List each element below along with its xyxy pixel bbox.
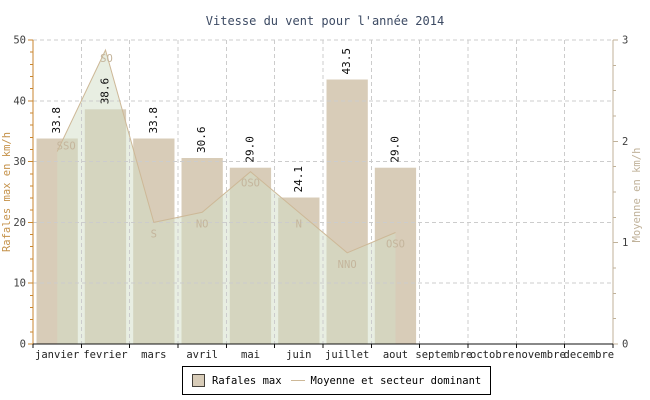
month-label-juillet: juillet <box>325 349 369 361</box>
direction-label: OSO <box>241 178 260 190</box>
direction-label: S <box>151 228 157 240</box>
month-label-decembre: decembre <box>564 349 615 361</box>
legend-label-rafales: Rafales max <box>212 374 282 387</box>
month-label-octobre: octobre <box>470 349 514 361</box>
month-label-fevrier: fevrier <box>83 349 127 361</box>
month-label-juin: juin <box>286 349 311 361</box>
direction-label: NO <box>196 218 209 230</box>
month-label-janvier: janvier <box>35 349 79 361</box>
month-label-avril: avril <box>186 349 218 361</box>
moyenne-line <box>56 48 396 254</box>
left-tick-label: 30 <box>13 156 26 168</box>
month-label-novembre: novembre <box>515 349 566 361</box>
right-tick-label: 0 <box>622 339 628 351</box>
bar-value-label: 33.8 <box>50 107 63 134</box>
bar-value-label: 33.8 <box>147 107 160 134</box>
bar-value-label: 24.1 <box>292 166 305 193</box>
chart-title: Vitesse du vent pour l'année 2014 <box>205 14 445 28</box>
left-tick-label: 50 <box>13 35 26 47</box>
direction-label: OSO <box>386 239 405 251</box>
month-label-mars: mars <box>141 349 166 361</box>
bar-value-label: 30.6 <box>195 126 208 153</box>
month-label-aout: aout <box>383 349 408 361</box>
bar-value-label: 43.5 <box>340 48 353 75</box>
direction-label: NNO <box>338 259 357 271</box>
left-tick-label: 40 <box>13 95 26 107</box>
right-tick-label: 2 <box>622 136 628 148</box>
left-tick-label: 20 <box>13 217 26 229</box>
left-axis-title: Rafales max en km/h <box>1 132 13 252</box>
legend-bar-swatch-icon <box>192 374 205 387</box>
month-label-septembre: septembre <box>415 349 472 361</box>
direction-label: SO <box>100 53 113 65</box>
left-tick-label: 10 <box>13 278 26 290</box>
bar-value-label: 29.0 <box>244 136 257 163</box>
right-axis-title: Moyenne en km/h <box>631 148 643 243</box>
legend-label-moyenne: Moyenne et secteur dominant <box>310 374 482 387</box>
direction-label: SSO <box>57 140 76 152</box>
left-tick-label: 0 <box>20 339 26 351</box>
month-label-mai: mai <box>241 349 260 361</box>
bar-value-label: 38.6 <box>99 78 112 105</box>
direction-label: N <box>296 218 302 230</box>
right-tick-label: 1 <box>622 237 628 249</box>
right-tick-label: 3 <box>622 35 628 47</box>
legend-line-swatch-icon <box>290 380 305 381</box>
chart-legend: Rafales max Moyenne et secteur dominant <box>182 366 492 395</box>
bar-value-label: 29.0 <box>389 136 402 163</box>
